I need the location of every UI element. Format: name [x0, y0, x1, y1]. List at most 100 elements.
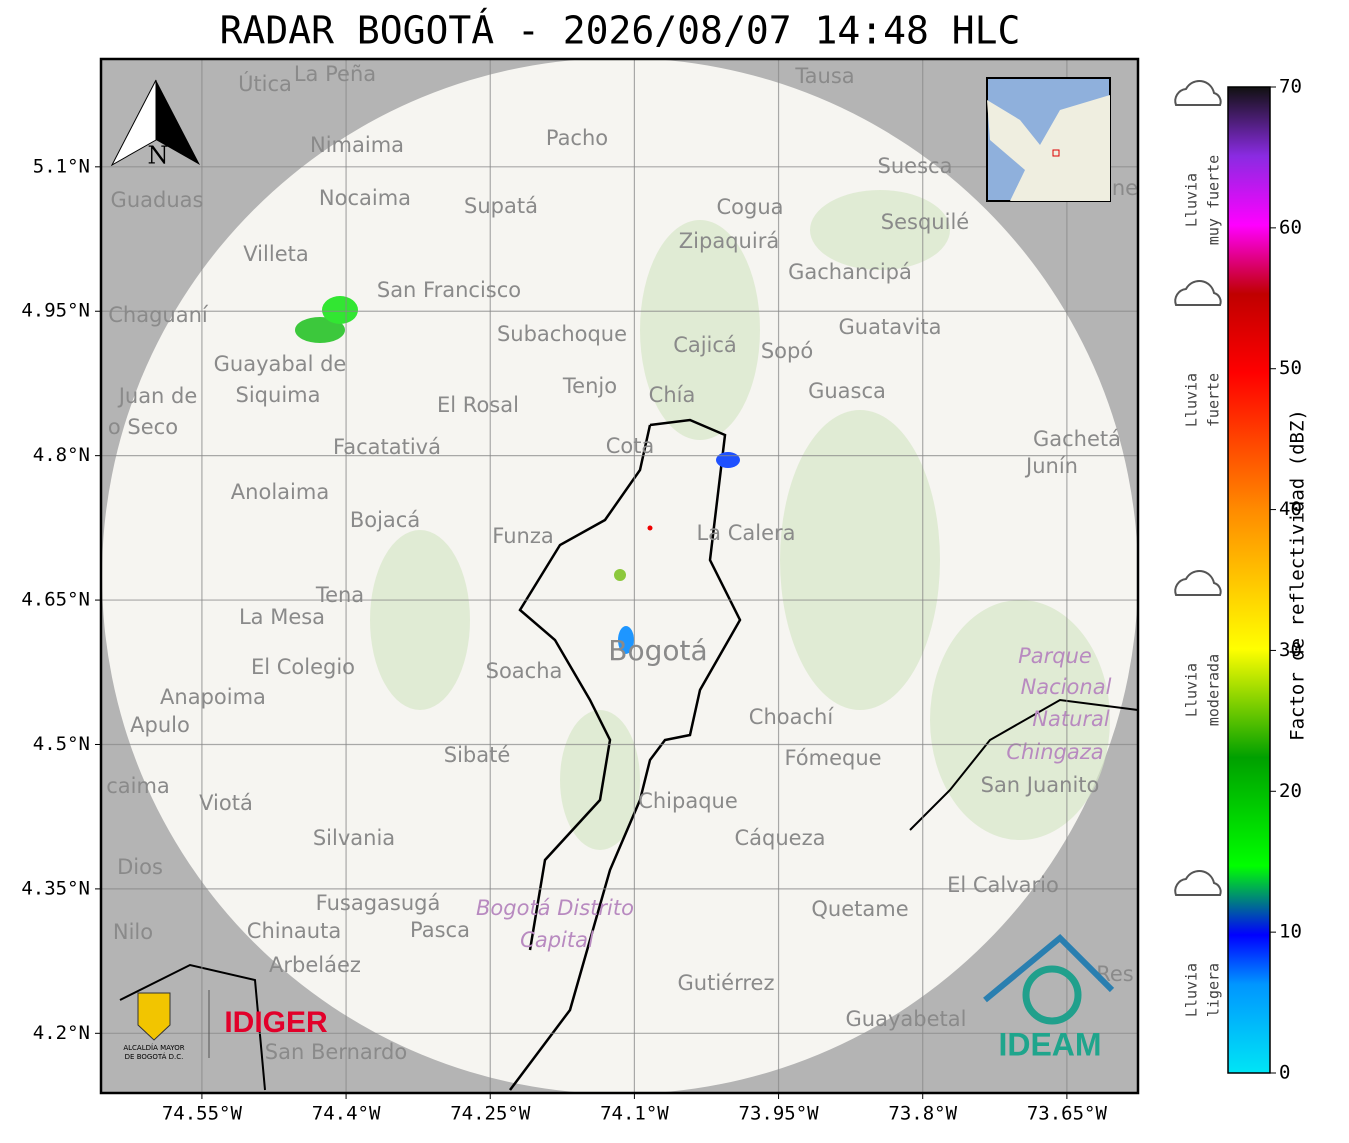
place-label: San Francisco [377, 278, 521, 302]
place-label: El Colegio [251, 655, 355, 679]
place-label: Chingaza [1006, 740, 1103, 764]
place-label: Chía [649, 383, 696, 407]
cloud-icon [1174, 279, 1222, 306]
logo-idiger: IDIGER [224, 1006, 328, 1039]
rain-category-label: ligera [1205, 963, 1223, 1017]
place-label: Pasca [410, 918, 470, 942]
colorbar-label: Factor de reflectividad (dBZ) [1287, 409, 1309, 741]
place-label: Cáqueza [735, 826, 826, 850]
rain-category-label: Lluvia [1183, 663, 1201, 717]
logo-ideam: IDEAM [983, 933, 1115, 1062]
place-label: San Bernardo [265, 1040, 407, 1064]
colorbar-tick-label: 70 [1279, 76, 1302, 98]
place-label: Silvania [313, 826, 395, 850]
place-label: Siquima [236, 383, 321, 407]
logo-text: DE BOGOTÁ D.C. [125, 1052, 184, 1061]
cloud-icon [1174, 79, 1222, 106]
colorbar-tick-label: 60 [1279, 216, 1302, 238]
place-label: Capital [520, 928, 594, 952]
place-label: Gachetá [1033, 427, 1121, 451]
colorbar-tick-label: 30 [1279, 639, 1302, 661]
y-tick-label: 4.5°N [33, 733, 90, 755]
x-tick-label: 74.55°W [162, 1103, 243, 1125]
place-label: La Peña [294, 62, 376, 86]
rain-category: Lluvia moderada [1174, 569, 1223, 726]
map-frame [99, 57, 1140, 1095]
y-tick-label: 4.35°N [21, 877, 90, 899]
colorbar-tick-label: 0 [1279, 1062, 1290, 1084]
y-tick-label: 4.2°N [33, 1022, 90, 1044]
place-label: Bogotá Distrito [476, 896, 634, 920]
place-label: El Calvario [947, 873, 1059, 897]
place-label: Facatativá [333, 435, 441, 459]
colorbar-tick-label: 10 [1279, 921, 1302, 943]
rain-category-label: fuerte [1205, 373, 1223, 427]
y-tick-label: 4.65°N [21, 589, 90, 611]
place-label: Gachancipá [788, 260, 912, 284]
place-label: Supatá [464, 194, 538, 218]
place-label: Nacional [1021, 675, 1112, 699]
title: RADAR BOGOTÁ - 2026/08/07 14:48 HLC [220, 9, 1021, 53]
place-label: Sibaté [444, 743, 511, 767]
place-label: Tenjo [562, 374, 617, 398]
place-label: Guayabetal [846, 1007, 967, 1031]
place-label: Cota [606, 434, 655, 458]
place-label: Quetame [811, 897, 908, 921]
place-label: Cogua [716, 195, 783, 219]
rain-category: Lluvia fuerte [1174, 279, 1223, 427]
rain-category-label: moderada [1205, 654, 1223, 726]
place-label: Choachí [749, 705, 835, 729]
place-label: Nimaima [310, 133, 404, 157]
colorbar [1227, 86, 1271, 1074]
place-label: caima [106, 774, 170, 798]
place-label: Útica [238, 71, 292, 96]
y-tick-label: 4.95°N [21, 300, 90, 322]
place-label: Funza [492, 524, 553, 548]
place-label: Gutiérrez [678, 971, 775, 995]
cloud-icon [1174, 869, 1222, 896]
rain-category: Lluvia ligera [1174, 869, 1223, 1017]
logo-ideam-text: IDEAM [998, 1026, 1101, 1062]
place-label: Cajicá [673, 333, 737, 357]
place-label: Viotá [199, 791, 253, 815]
place-label: ne [1112, 176, 1138, 200]
place-label: El Rosal [437, 393, 519, 417]
place-label: Dios [117, 855, 163, 879]
place-label: Sesquilé [881, 210, 969, 234]
place-label: Bogotá [608, 634, 707, 667]
x-tick-label: 74.4°W [312, 1103, 381, 1125]
place-label: Sopó [761, 339, 813, 363]
cloud-icon [1174, 569, 1222, 596]
x-tick-label: 73.65°W [1027, 1103, 1108, 1125]
place-label: Guasca [808, 379, 886, 403]
rain-category-label: Lluvia [1183, 373, 1201, 427]
x-tick-label: 73.95°W [739, 1103, 820, 1125]
place-label: La Calera [696, 521, 795, 545]
rain-category-label: muy fuerte [1205, 155, 1223, 245]
logo-alcaldia: ALCALDÍA MAYOR DE BOGOTÁ D.C. [123, 990, 210, 1061]
place-label: Pacho [546, 126, 608, 150]
logo-text: ALCALDÍA MAYOR [123, 1043, 184, 1052]
north-arrow: N [110, 79, 200, 170]
place-label: Zipaquirá [679, 229, 779, 253]
rain-category-label: Lluvia [1183, 963, 1201, 1017]
place-label: Juan de [117, 384, 198, 408]
place-label: Nilo [113, 920, 153, 944]
place-label: Guayabal de [214, 352, 347, 376]
place-label: San Juanito [981, 773, 1100, 797]
x-tick-label: 74.25°W [450, 1103, 531, 1125]
place-label: Suesca [878, 154, 953, 178]
place-label: Apulo [130, 713, 190, 737]
place-label: Junín [1024, 454, 1078, 478]
boundary [119, 698, 1138, 1091]
place-label: Arbeláez [269, 953, 361, 977]
place-label: Soacha [486, 659, 563, 683]
place-label: Fómeque [784, 746, 881, 770]
place-label: Subachoque [497, 322, 627, 346]
inset-map [986, 77, 1111, 202]
place-label: La Mesa [239, 605, 325, 629]
y-tick-label: 5.1°N [33, 155, 90, 177]
colorbar-tick-label: 40 [1279, 498, 1302, 520]
colorbar-tick-label: 20 [1279, 780, 1302, 802]
